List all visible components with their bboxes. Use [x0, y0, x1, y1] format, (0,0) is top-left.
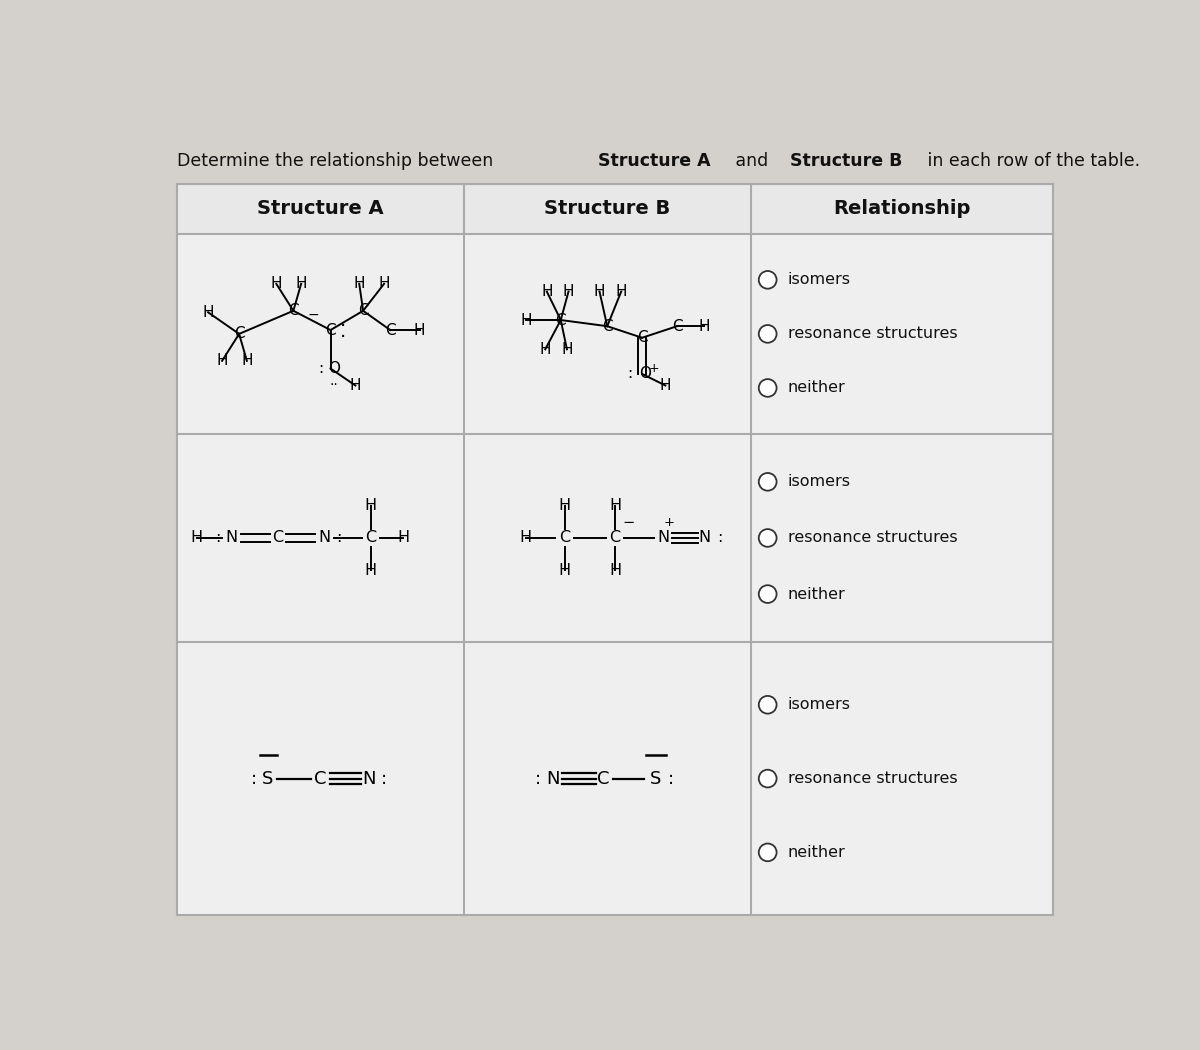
Text: isomers: isomers: [788, 697, 851, 712]
Text: C: C: [325, 322, 336, 337]
Text: N: N: [698, 530, 710, 545]
Bar: [178, 184, 1052, 234]
Text: +: +: [648, 362, 659, 375]
Text: H: H: [365, 498, 377, 513]
Text: C: C: [314, 770, 326, 788]
Text: N: N: [318, 530, 330, 545]
Text: ··: ··: [329, 378, 338, 392]
Text: C: C: [610, 530, 620, 545]
Text: C: C: [556, 313, 566, 328]
Text: S: S: [649, 770, 661, 788]
Text: N: N: [656, 530, 670, 545]
Text: resonance structures: resonance structures: [788, 771, 958, 786]
Text: resonance structures: resonance structures: [788, 327, 958, 341]
Text: H: H: [270, 276, 282, 291]
Text: N: N: [226, 530, 238, 545]
Text: and: and: [730, 151, 774, 170]
Circle shape: [758, 585, 776, 603]
Text: in each row of the table.: in each row of the table.: [922, 151, 1140, 170]
Text: H: H: [354, 276, 365, 291]
Text: N: N: [362, 770, 376, 788]
Text: Structure B: Structure B: [544, 200, 671, 218]
Circle shape: [758, 472, 776, 490]
Text: :: :: [380, 770, 388, 788]
Circle shape: [758, 379, 776, 397]
Text: H: H: [608, 563, 622, 578]
Text: H: H: [698, 319, 710, 334]
Text: isomers: isomers: [788, 475, 851, 489]
Text: :: :: [215, 530, 220, 545]
Text: Structure A: Structure A: [598, 151, 710, 170]
Text: :: :: [534, 770, 540, 788]
Text: :: :: [667, 770, 674, 788]
Circle shape: [758, 326, 776, 342]
Text: H: H: [608, 498, 622, 513]
Text: N: N: [546, 770, 559, 788]
Text: C: C: [234, 327, 245, 341]
Text: O: O: [640, 366, 652, 381]
Text: Relationship: Relationship: [833, 200, 971, 218]
Text: C: C: [365, 530, 377, 545]
Text: C: C: [272, 530, 283, 545]
Text: C: C: [637, 331, 648, 345]
Text: H: H: [541, 285, 552, 299]
Text: isomers: isomers: [788, 272, 851, 288]
Text: Structure A: Structure A: [257, 200, 384, 218]
Text: ·: ·: [340, 317, 346, 336]
Text: H: H: [203, 304, 214, 320]
Circle shape: [758, 271, 776, 289]
Text: H: H: [397, 530, 409, 545]
Circle shape: [758, 696, 776, 714]
Text: :: :: [336, 530, 341, 545]
Text: C: C: [672, 319, 683, 334]
Text: H: H: [241, 354, 253, 369]
Text: H: H: [349, 378, 361, 393]
Text: neither: neither: [788, 380, 846, 396]
Text: C: C: [602, 319, 612, 334]
Text: H: H: [558, 498, 571, 513]
Text: H: H: [563, 285, 575, 299]
Text: neither: neither: [788, 845, 846, 860]
Text: :: :: [716, 530, 722, 545]
Circle shape: [758, 843, 776, 861]
Text: H: H: [520, 530, 532, 545]
Text: C: C: [598, 770, 610, 788]
Text: C: C: [358, 303, 368, 318]
Text: resonance structures: resonance structures: [788, 530, 958, 545]
Text: H: H: [562, 342, 572, 357]
Text: neither: neither: [788, 587, 846, 602]
Text: O: O: [328, 361, 340, 376]
Text: C: C: [288, 303, 299, 318]
Text: ·: ·: [340, 329, 346, 348]
Text: −: −: [622, 516, 635, 530]
Text: H: H: [616, 285, 626, 299]
Text: :: :: [318, 361, 323, 376]
Text: H: H: [191, 530, 203, 545]
Text: Structure B: Structure B: [790, 151, 902, 170]
Text: H: H: [520, 313, 532, 328]
Text: C: C: [385, 322, 396, 337]
Text: H: H: [365, 563, 377, 578]
Text: H: H: [660, 378, 671, 393]
Text: Determine the relationship between: Determine the relationship between: [178, 151, 499, 170]
Text: H: H: [558, 563, 571, 578]
Text: :: :: [628, 366, 632, 381]
Text: S: S: [262, 770, 274, 788]
Text: H: H: [216, 354, 228, 369]
Text: H: H: [594, 285, 605, 299]
Circle shape: [758, 529, 776, 547]
Text: H: H: [414, 322, 426, 337]
Text: H: H: [378, 276, 390, 291]
Circle shape: [758, 770, 776, 788]
Text: H: H: [540, 342, 551, 357]
Text: −: −: [307, 308, 319, 322]
Text: H: H: [295, 276, 307, 291]
Text: C: C: [559, 530, 570, 545]
Text: :: :: [251, 770, 257, 788]
Text: +: +: [664, 516, 674, 529]
